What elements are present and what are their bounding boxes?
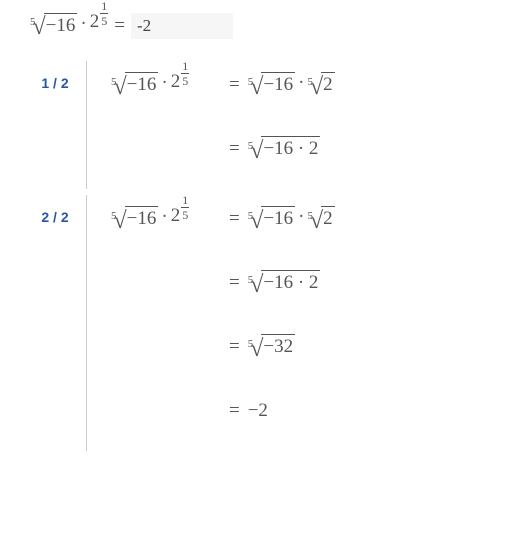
fifth-root: 5√−16	[111, 206, 158, 232]
fifth-root: 5√2	[307, 206, 334, 232]
radicand: −16	[44, 13, 78, 39]
derivation-line: = 5√−16 · 2	[111, 125, 335, 173]
step-lhs: 5√−16·215	[111, 72, 189, 99]
step-rhs: = 5√−16 · 2	[225, 136, 320, 162]
fifth-root: 5√−16	[248, 206, 295, 232]
equals-sign: =	[229, 400, 240, 422]
answer-input[interactable]	[131, 13, 233, 39]
step-block: 2 / 25√−16·215=5√−16·5√2=5√−16 · 2=5√−32…	[30, 195, 524, 451]
radicand: −16	[125, 206, 159, 232]
fraction-exponent: 15	[181, 194, 189, 221]
fifth-root: 5√2	[307, 72, 334, 98]
times-dot: ·	[298, 72, 304, 94]
fifth-root: 5√−16 · 2	[248, 270, 321, 296]
power-base: 2	[171, 206, 181, 225]
equals-sign: =	[229, 208, 240, 230]
radical-sign: √	[250, 75, 263, 99]
power-base: 2	[171, 72, 181, 91]
radical-sign: √	[250, 273, 263, 297]
times-dot: ·	[161, 72, 167, 94]
radicand: −16	[261, 206, 295, 232]
derivation-line: = −2	[111, 387, 335, 435]
fifth-root: 5√−16	[111, 72, 158, 98]
fifth-root: 5√−16	[248, 72, 295, 98]
times-dot: ·	[298, 206, 304, 228]
lhs-slot: 5√−16·215	[111, 206, 225, 233]
derivation-line: 5√−16·215=5√−16·5√2	[111, 61, 335, 109]
equals-sign: =	[229, 74, 240, 96]
step-rhs: = 5√−32	[225, 334, 295, 360]
fifth-root: 5 √ −16	[30, 13, 77, 39]
step-divider	[86, 195, 87, 451]
equals-sign: =	[229, 138, 240, 160]
exp-denominator: 5	[181, 75, 189, 87]
step-divider	[86, 61, 87, 189]
radical-sign: √	[310, 209, 323, 233]
equals-sign: =	[229, 336, 240, 358]
step-block: 1 / 25√−16·215=5√−16·5√2=5√−16 · 2	[30, 61, 524, 189]
result-value: −2	[248, 400, 268, 422]
fifth-root: 5√−32	[248, 334, 295, 360]
radicand: −16 · 2	[261, 270, 320, 296]
power-term: 215	[171, 72, 190, 99]
times-dot: ·	[161, 206, 167, 228]
exp-denominator: 5	[100, 15, 108, 27]
radical-sign: √	[33, 15, 46, 39]
fraction-exponent: 15	[181, 60, 189, 87]
step-number: 1 / 2	[24, 61, 86, 91]
equals-sign: =	[114, 15, 125, 37]
radicand: 2	[321, 72, 335, 98]
solution-steps: 1 / 25√−16·215=5√−16·5√2=5√−16 · 22 / 25…	[30, 61, 524, 457]
radicand: 2	[321, 206, 335, 232]
step-content: 5√−16·215=5√−16·5√2=5√−16 · 2	[111, 61, 335, 189]
exp-numerator: 1	[181, 60, 189, 72]
exp-denominator: 5	[181, 209, 189, 221]
radicand: −32	[261, 334, 295, 360]
radicand: −16 · 2	[261, 136, 320, 162]
derivation-line: 5√−16·215=5√−16·5√2	[111, 195, 335, 243]
step-number: 2 / 2	[24, 195, 86, 225]
step-lhs: 5√−16·215	[111, 206, 189, 233]
radicand: −16	[125, 72, 159, 98]
step-content: 5√−16·215=5√−16·5√2=5√−16 · 2=5√−32=−2	[111, 195, 335, 451]
derivation-line: = 5√−32	[111, 323, 335, 371]
power-base: 2	[90, 12, 100, 31]
derivation-line: = 5√−16 · 2	[111, 259, 335, 307]
problem-row: 5 √ −16 · 2 1 5 =	[30, 12, 524, 39]
radical-sign: √	[114, 75, 127, 99]
step-rhs: = 5√−16·5√2	[225, 72, 335, 98]
exp-numerator: 1	[181, 194, 189, 206]
exp-numerator: 1	[100, 0, 108, 12]
step-rhs: = 5√−16 · 2	[225, 270, 320, 296]
problem-lhs: 5 √ −16 · 2 1 5	[30, 12, 108, 39]
step-rhs: = 5√−16·5√2	[225, 206, 335, 232]
step-rhs: = −2	[225, 400, 268, 422]
radicand: −16	[261, 72, 295, 98]
radical-sign: √	[250, 337, 263, 361]
radical-sign: √	[114, 209, 127, 233]
fifth-root: 5√−16 · 2	[248, 136, 321, 162]
power-term: 215	[171, 206, 190, 233]
math-worksheet: 5 √ −16 · 2 1 5 = 1 / 25√−16·215=5√−16·5…	[0, 0, 530, 477]
radical-sign: √	[310, 75, 323, 99]
lhs-slot: 5√−16·215	[111, 72, 225, 99]
equals-sign: =	[229, 272, 240, 294]
radical-sign: √	[250, 209, 263, 233]
times-dot: ·	[80, 13, 86, 35]
radical-sign: √	[250, 139, 263, 163]
power-term: 2 1 5	[90, 12, 109, 39]
fraction-exponent: 1 5	[100, 0, 108, 27]
